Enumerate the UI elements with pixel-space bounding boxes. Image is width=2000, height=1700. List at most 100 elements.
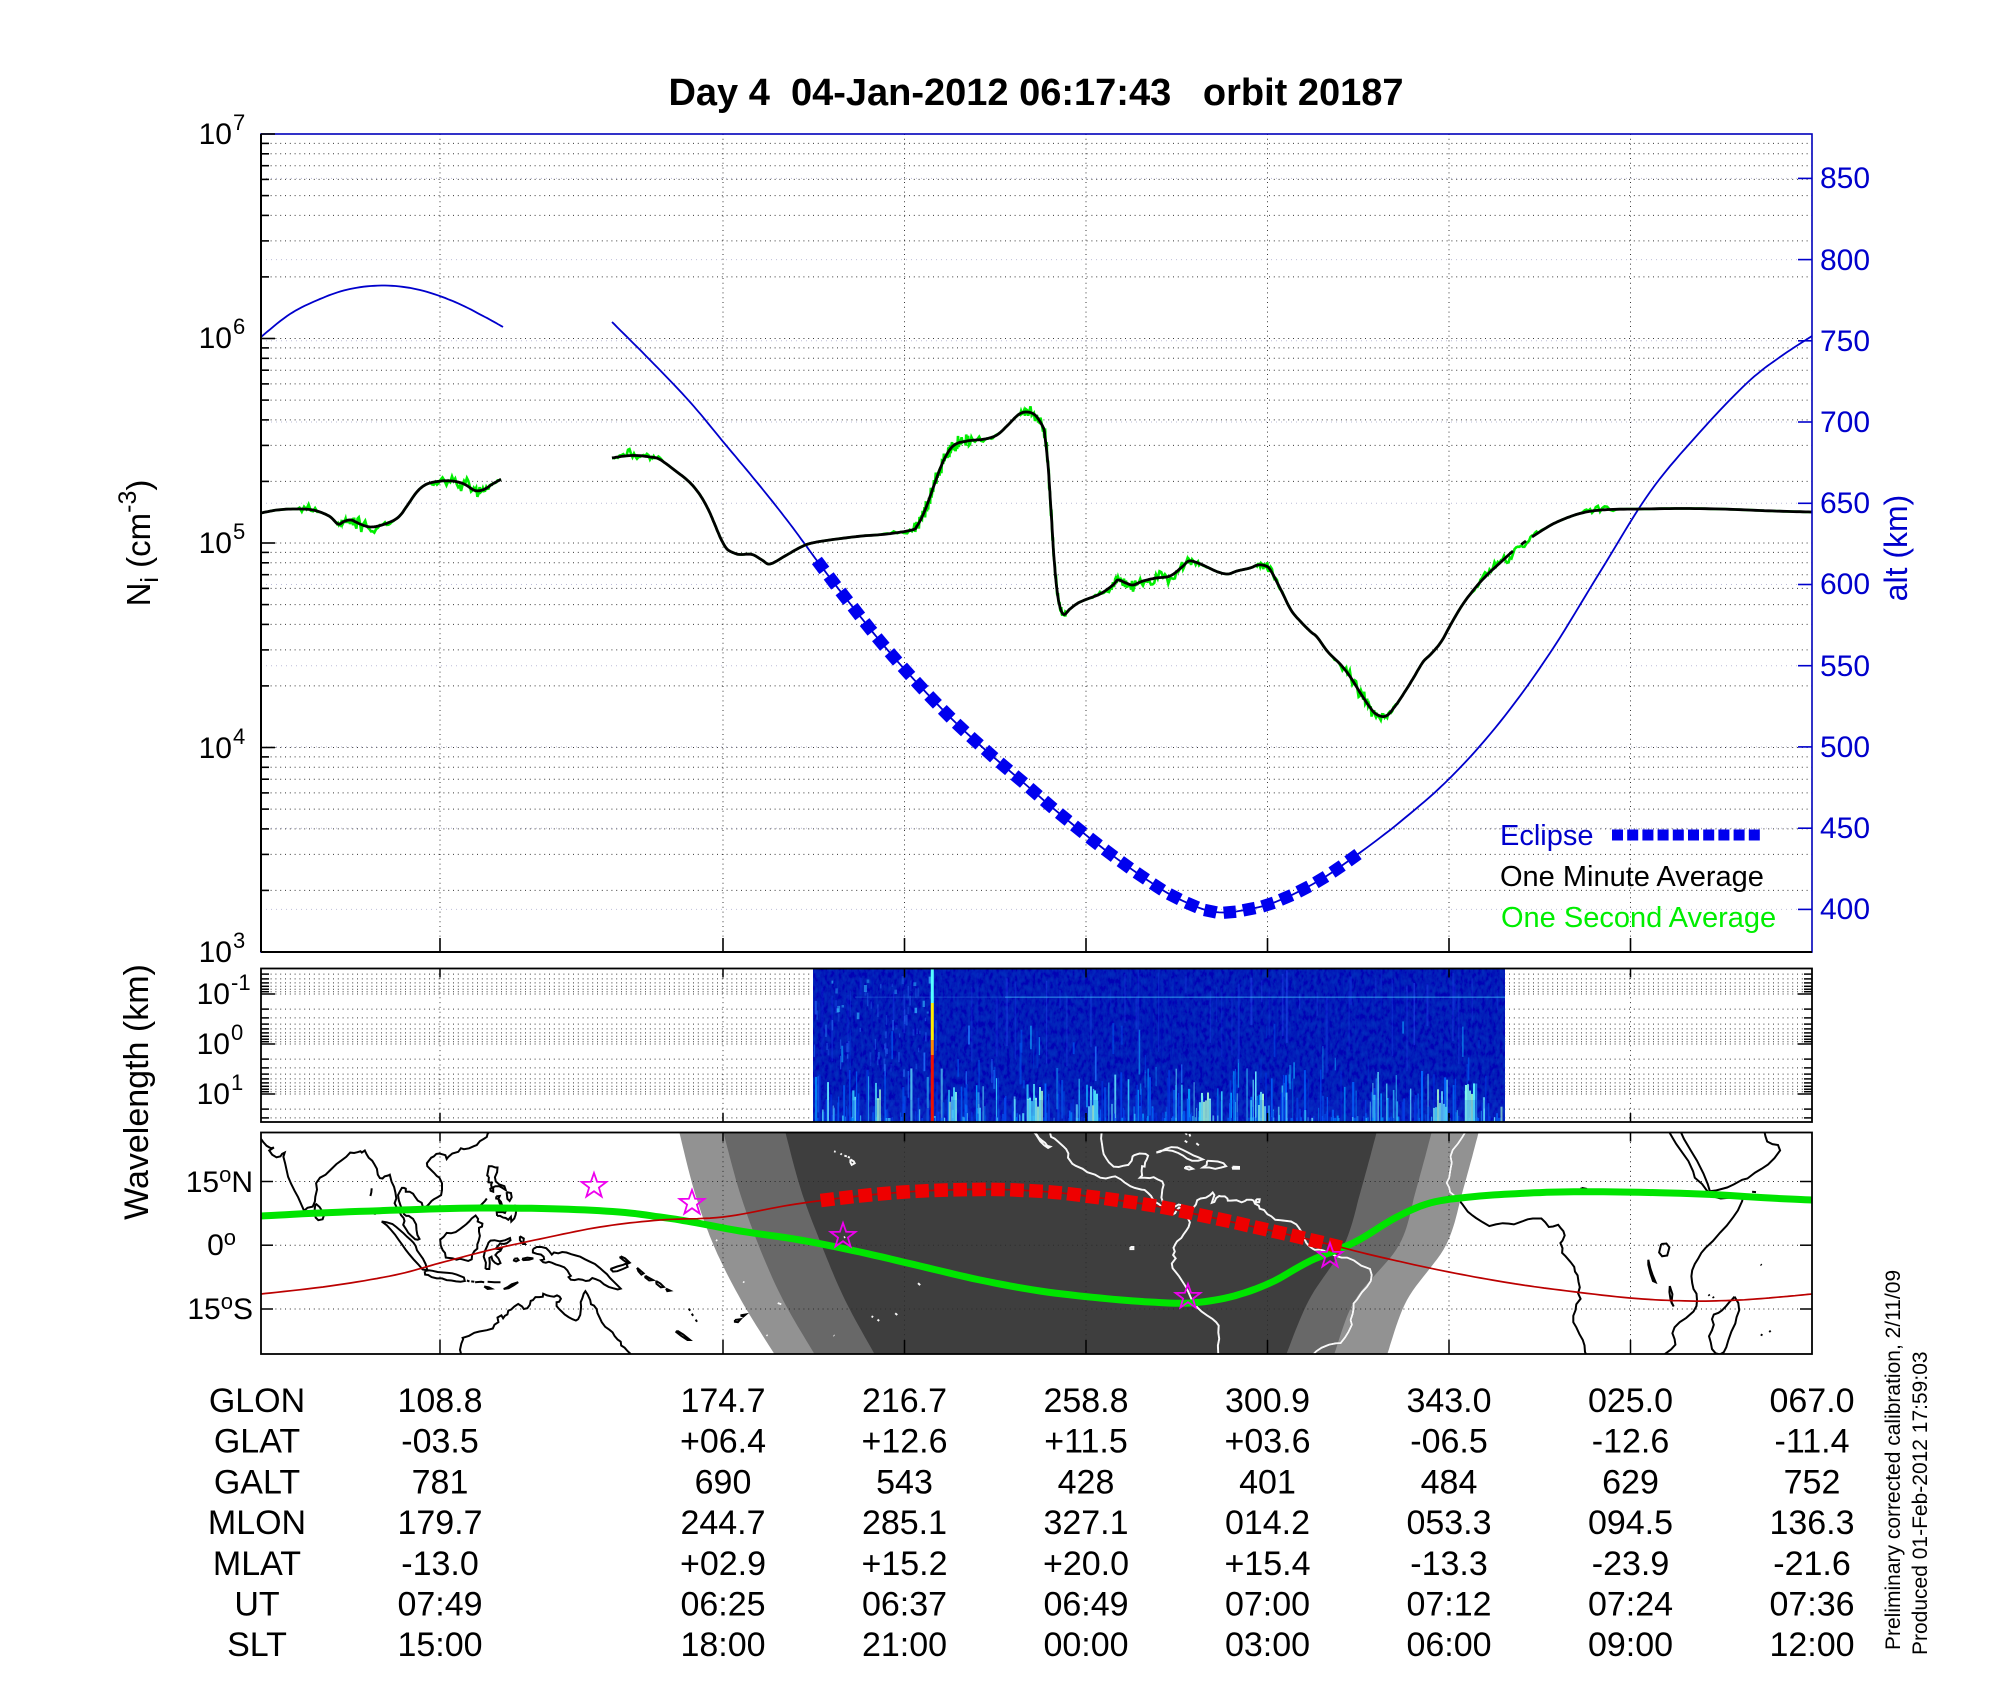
svg-text:0: 0 (231, 1020, 243, 1045)
svg-text:750: 750 (1820, 325, 1870, 358)
svg-text:+03.6: +03.6 (1224, 1423, 1310, 1461)
svg-text:-12.6: -12.6 (1592, 1423, 1670, 1461)
svg-text:10: 10 (197, 1078, 230, 1111)
svg-text:-1: -1 (231, 970, 251, 995)
svg-text:5: 5 (233, 519, 245, 544)
svg-text:700: 700 (1820, 406, 1870, 439)
svg-text:752: 752 (1784, 1463, 1841, 1501)
svg-text:216.7: 216.7 (862, 1382, 947, 1420)
svg-text:SLT: SLT (227, 1626, 287, 1664)
svg-text:285.1: 285.1 (862, 1504, 947, 1542)
svg-text:MLON: MLON (208, 1504, 306, 1542)
svg-text:300.9: 300.9 (1225, 1382, 1310, 1420)
svg-text:One Minute Average: One Minute Average (1500, 861, 1764, 893)
svg-text:108.8: 108.8 (397, 1382, 482, 1420)
svg-text:781: 781 (412, 1463, 469, 1501)
svg-text:Produced 01-Feb-2012 17:59:03: Produced 01-Feb-2012 17:59:03 (1909, 1351, 1932, 1655)
svg-text:10: 10 (199, 936, 232, 969)
svg-text:07:49: 07:49 (397, 1586, 482, 1624)
svg-text:0o: 0o (207, 1225, 236, 1262)
svg-text:400: 400 (1820, 893, 1870, 926)
svg-text:-06.5: -06.5 (1410, 1423, 1488, 1461)
svg-text:06:49: 06:49 (1043, 1586, 1128, 1624)
svg-text:244.7: 244.7 (680, 1504, 765, 1542)
svg-text:174.7: 174.7 (680, 1382, 765, 1420)
svg-text:690: 690 (695, 1463, 752, 1501)
svg-text:484: 484 (1421, 1463, 1478, 1501)
svg-text:Preliminary corrected calibrat: Preliminary corrected calibration, 2/11/… (1882, 1270, 1905, 1650)
svg-text:543: 543 (876, 1463, 933, 1501)
svg-text:15:00: 15:00 (397, 1626, 482, 1664)
svg-text:600: 600 (1820, 568, 1870, 601)
svg-text:One Second Average: One Second Average (1501, 902, 1776, 934)
svg-text:343.0: 343.0 (1406, 1382, 1491, 1420)
svg-text:06:25: 06:25 (680, 1586, 765, 1624)
svg-text:428: 428 (1058, 1463, 1115, 1501)
svg-text:10: 10 (199, 732, 232, 765)
svg-text:UT: UT (234, 1586, 279, 1624)
svg-text:6: 6 (233, 314, 245, 339)
svg-text:401: 401 (1239, 1463, 1296, 1501)
svg-text:12:00: 12:00 (1769, 1626, 1854, 1664)
svg-text:07:36: 07:36 (1769, 1586, 1854, 1624)
svg-text:+20.0: +20.0 (1043, 1545, 1129, 1583)
svg-text:06:37: 06:37 (862, 1586, 947, 1624)
svg-text:10: 10 (199, 527, 232, 560)
svg-text:+12.6: +12.6 (861, 1423, 947, 1461)
svg-text:136.3: 136.3 (1769, 1504, 1854, 1542)
svg-text:06:00: 06:00 (1406, 1626, 1491, 1664)
svg-text:+11.5: +11.5 (1044, 1423, 1128, 1461)
svg-text:629: 629 (1602, 1463, 1659, 1501)
svg-text:053.3: 053.3 (1406, 1504, 1491, 1542)
svg-text:-11.4: -11.4 (1775, 1423, 1850, 1461)
svg-text:09:00: 09:00 (1588, 1626, 1673, 1664)
svg-text:-03.5: -03.5 (401, 1423, 479, 1461)
svg-text:327.1: 327.1 (1043, 1504, 1128, 1542)
svg-text:650: 650 (1820, 487, 1870, 520)
svg-text:-13.3: -13.3 (1410, 1545, 1488, 1583)
svg-text:alt (km): alt (km) (1878, 495, 1914, 602)
svg-text:014.2: 014.2 (1225, 1504, 1310, 1542)
svg-text:850: 850 (1820, 162, 1870, 195)
svg-text:18:00: 18:00 (680, 1626, 765, 1664)
svg-text:GLAT: GLAT (214, 1423, 300, 1461)
svg-text:1: 1 (231, 1070, 243, 1095)
svg-text:GALT: GALT (214, 1463, 300, 1501)
svg-text:03:00: 03:00 (1225, 1626, 1310, 1664)
svg-text:+15.4: +15.4 (1224, 1545, 1310, 1583)
svg-text:Day 4 04-Jan-2012 06:17:43: Day 4 04-Jan-2012 06:17:43 orbit 20187 (668, 72, 1403, 114)
svg-text:800: 800 (1820, 244, 1870, 277)
svg-text:+06.4: +06.4 (680, 1423, 766, 1461)
svg-text:10: 10 (197, 1028, 230, 1061)
svg-text:-13.0: -13.0 (401, 1545, 479, 1583)
svg-text:07:12: 07:12 (1406, 1586, 1491, 1624)
svg-text:00:00: 00:00 (1043, 1626, 1128, 1664)
svg-text:10: 10 (199, 322, 232, 355)
svg-text:025.0: 025.0 (1588, 1382, 1673, 1420)
svg-text:07:24: 07:24 (1588, 1586, 1673, 1624)
svg-text:15oS: 15oS (187, 1289, 253, 1326)
svg-text:07:00: 07:00 (1225, 1586, 1310, 1624)
svg-text:15oN: 15oN (186, 1162, 253, 1199)
svg-text:10: 10 (197, 978, 230, 1011)
svg-text:+15.2: +15.2 (861, 1545, 947, 1583)
svg-text:179.7: 179.7 (397, 1504, 482, 1542)
svg-text:+02.9: +02.9 (680, 1545, 766, 1583)
svg-text:258.8: 258.8 (1043, 1382, 1128, 1420)
svg-text:MLAT: MLAT (213, 1545, 301, 1583)
svg-text:21:00: 21:00 (862, 1626, 947, 1664)
svg-text:3: 3 (233, 928, 245, 953)
svg-text:-21.6: -21.6 (1773, 1545, 1851, 1583)
svg-text:Eclipse: Eclipse (1500, 820, 1594, 852)
svg-text:4: 4 (233, 724, 245, 749)
svg-text:094.5: 094.5 (1588, 1504, 1673, 1542)
svg-text:550: 550 (1820, 650, 1870, 683)
svg-text:Wavelength (km): Wavelength (km) (118, 964, 156, 1220)
svg-text:7: 7 (233, 110, 245, 135)
svg-text:-23.9: -23.9 (1592, 1545, 1670, 1583)
svg-text:500: 500 (1820, 731, 1870, 764)
svg-text:GLON: GLON (209, 1382, 305, 1420)
svg-text:067.0: 067.0 (1769, 1382, 1854, 1420)
svg-text:10: 10 (199, 118, 232, 151)
svg-text:450: 450 (1820, 812, 1870, 845)
